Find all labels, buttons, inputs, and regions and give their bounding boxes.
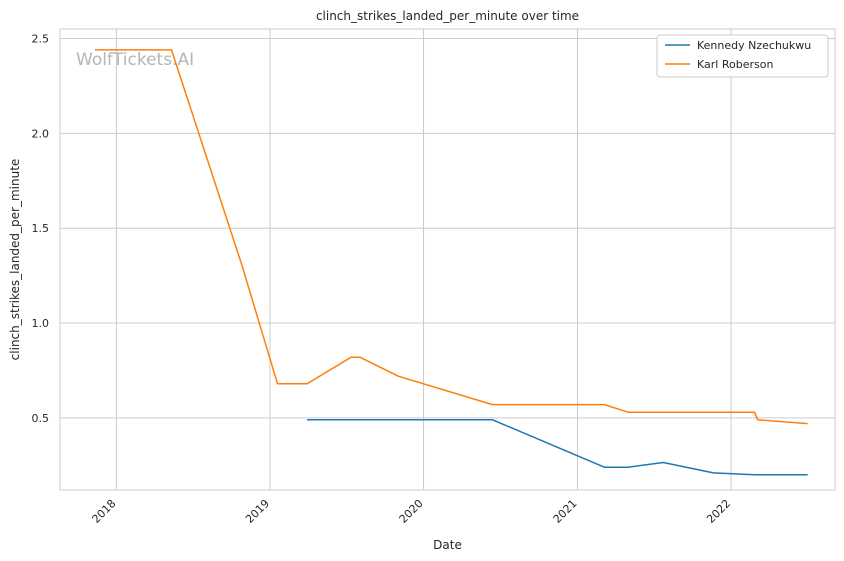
x-axis-label: Date — [433, 538, 462, 552]
series-line-karl-roberson — [94, 49, 808, 425]
y-tick-label: 1.5 — [32, 222, 50, 235]
legend: Kennedy Nzechukwu Karl Roberson — [656, 34, 829, 78]
y-tick-label: 0.5 — [32, 412, 50, 425]
y-axis-label: clinch_strikes_landed_per_minute — [8, 159, 22, 361]
y-tick-labels: 0.5 1.0 1.5 2.0 2.5 — [32, 32, 50, 424]
legend-label: Karl Roberson — [697, 58, 773, 71]
chart-title: clinch_strikes_landed_per_minute over ti… — [316, 9, 579, 23]
legend-label: Kennedy Nzechukwu — [697, 39, 811, 52]
legend-box — [656, 34, 829, 78]
series-lines — [94, 49, 808, 476]
watermark-text: WolfTickets.AI — [76, 50, 194, 70]
y-tick-label: 1.0 — [32, 317, 50, 330]
y-tick-label: 2.0 — [32, 127, 50, 140]
y-tick-label: 2.5 — [32, 32, 50, 45]
plot-frame — [59, 28, 836, 491]
series-line-kennedy-nzechukwu — [307, 419, 808, 476]
